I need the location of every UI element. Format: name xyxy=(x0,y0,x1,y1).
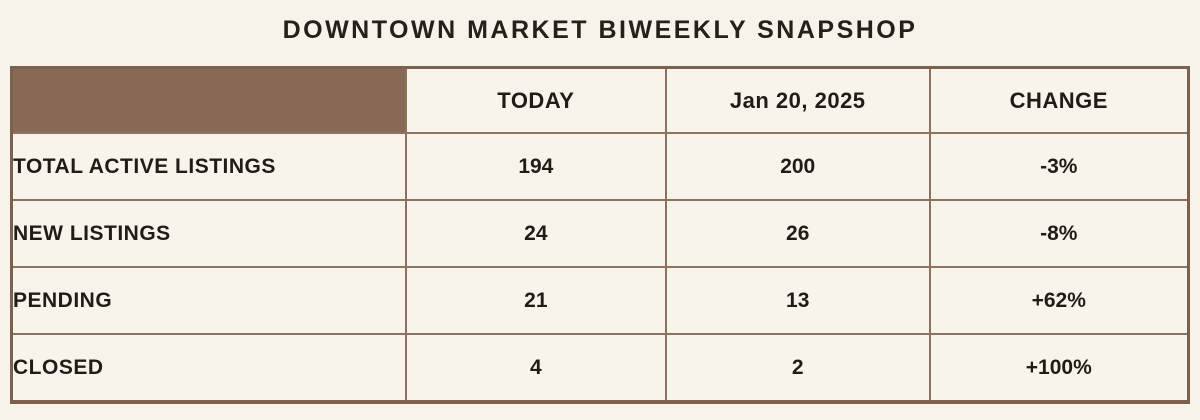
page-title: DOWNTOWN MARKET BIWEEKLY SNAPSHOP xyxy=(282,16,918,44)
column-header-change: CHANGE xyxy=(928,66,1190,134)
row-label-closed: CLOSED xyxy=(10,333,407,403)
cell-total-active-prior: 200 xyxy=(664,132,931,201)
snapshot-table: TODAY Jan 20, 2025 CHANGE TOTAL ACTIVE L… xyxy=(10,66,1190,404)
row-label-pending: PENDING xyxy=(10,266,407,335)
cell-new-listings-change: -8% xyxy=(928,199,1190,268)
column-header-today: TODAY xyxy=(404,66,667,134)
column-header-prior-date: Jan 20, 2025 xyxy=(664,66,931,134)
cell-pending-today: 21 xyxy=(404,266,667,335)
table-row: PENDING 21 13 +62% xyxy=(10,266,1190,335)
row-label-new-listings: NEW LISTINGS xyxy=(10,199,407,268)
row-label-total-active-listings: TOTAL ACTIVE LISTINGS xyxy=(10,132,407,201)
cell-closed-change: +100% xyxy=(928,333,1190,403)
cell-new-listings-prior: 26 xyxy=(664,199,931,268)
cell-total-active-change: -3% xyxy=(928,132,1190,201)
header-row: TODAY Jan 20, 2025 CHANGE xyxy=(10,66,1190,134)
cell-pending-change: +62% xyxy=(928,266,1190,335)
table-row: NEW LISTINGS 24 26 -8% xyxy=(10,199,1190,268)
corner-cell xyxy=(10,66,407,134)
table-row: CLOSED 4 2 +100% xyxy=(10,333,1190,403)
cell-closed-today: 4 xyxy=(404,333,667,403)
cell-closed-prior: 2 xyxy=(664,333,931,403)
table-row: TOTAL ACTIVE LISTINGS 194 200 -3% xyxy=(10,132,1190,201)
cell-new-listings-today: 24 xyxy=(404,199,667,268)
cell-pending-prior: 13 xyxy=(664,266,931,335)
cell-total-active-today: 194 xyxy=(404,132,667,201)
